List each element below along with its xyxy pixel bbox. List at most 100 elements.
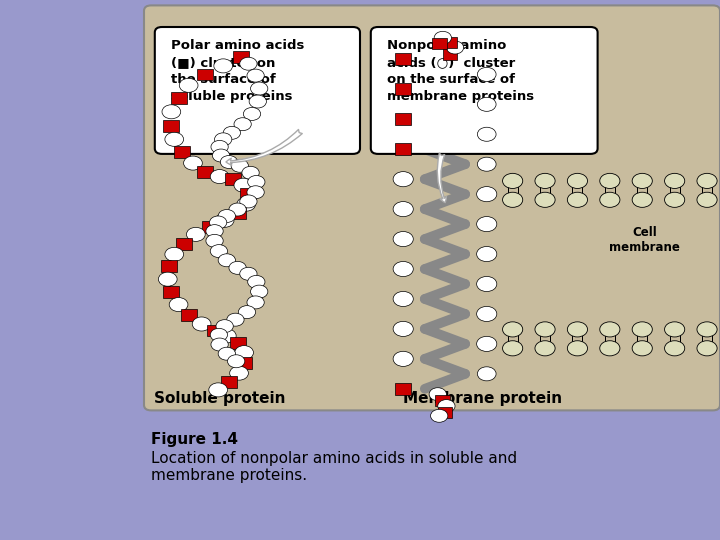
Bar (395, 53, 411, 65)
Circle shape (477, 157, 496, 171)
Circle shape (632, 341, 652, 356)
Circle shape (600, 192, 620, 207)
Circle shape (434, 31, 451, 44)
Circle shape (249, 95, 266, 108)
Circle shape (184, 156, 202, 170)
Circle shape (165, 247, 184, 261)
Circle shape (210, 245, 228, 258)
Bar (181, 309, 197, 321)
Circle shape (632, 173, 652, 188)
Bar (395, 143, 411, 155)
Circle shape (393, 201, 413, 217)
Circle shape (665, 341, 685, 356)
Circle shape (503, 322, 523, 337)
Circle shape (211, 140, 228, 153)
Bar (202, 221, 218, 233)
Circle shape (209, 383, 228, 397)
Bar (221, 376, 237, 388)
Text: Membrane protein: Membrane protein (402, 392, 562, 407)
Circle shape (223, 126, 240, 139)
Circle shape (429, 388, 446, 401)
Circle shape (477, 276, 497, 292)
Bar (225, 173, 240, 185)
Bar (174, 146, 190, 158)
Circle shape (215, 213, 234, 227)
Circle shape (165, 132, 184, 146)
Circle shape (251, 82, 268, 95)
Circle shape (477, 246, 497, 261)
Circle shape (248, 275, 265, 288)
Bar (236, 357, 252, 369)
Circle shape (665, 173, 685, 188)
Circle shape (567, 173, 588, 188)
Circle shape (216, 320, 233, 333)
Bar (171, 92, 186, 104)
Circle shape (212, 149, 230, 162)
Circle shape (600, 173, 620, 188)
Circle shape (238, 306, 256, 319)
Bar (395, 83, 411, 96)
Text: Nonpolar amino
acids (○)  cluster
on the surface of
membrane proteins: Nonpolar amino acids (○) cluster on the … (387, 39, 534, 104)
FancyBboxPatch shape (371, 27, 598, 154)
Circle shape (228, 355, 245, 368)
Bar (438, 407, 452, 417)
Text: Soluble protein: Soluble protein (154, 392, 285, 407)
Circle shape (632, 192, 652, 207)
Circle shape (247, 69, 264, 82)
Bar (176, 238, 192, 249)
Circle shape (229, 261, 246, 274)
Bar (197, 69, 213, 80)
Circle shape (206, 225, 223, 238)
Circle shape (231, 159, 248, 172)
Circle shape (393, 292, 413, 307)
Circle shape (215, 133, 232, 146)
Circle shape (248, 176, 265, 188)
Circle shape (158, 272, 177, 286)
Circle shape (211, 338, 228, 351)
Circle shape (665, 322, 685, 337)
Circle shape (162, 105, 181, 119)
Bar (443, 37, 457, 48)
Circle shape (503, 192, 523, 207)
Circle shape (240, 267, 257, 280)
Circle shape (535, 322, 555, 337)
Circle shape (697, 173, 717, 188)
Bar (233, 51, 249, 63)
Circle shape (477, 127, 496, 141)
Circle shape (247, 296, 264, 309)
Circle shape (567, 322, 588, 337)
Bar (395, 383, 411, 395)
Circle shape (567, 341, 588, 356)
Text: Figure 1.4: Figure 1.4 (151, 432, 238, 447)
Circle shape (477, 306, 497, 321)
Bar (230, 207, 246, 219)
Circle shape (218, 254, 235, 267)
Circle shape (503, 173, 523, 188)
Bar (161, 260, 177, 272)
Circle shape (477, 367, 496, 381)
Circle shape (477, 187, 497, 202)
Bar (230, 337, 246, 349)
Bar (443, 49, 457, 59)
Circle shape (477, 336, 497, 352)
Circle shape (192, 317, 211, 331)
Bar (163, 120, 179, 132)
Circle shape (240, 57, 257, 70)
Bar (197, 166, 213, 178)
Circle shape (535, 173, 555, 188)
Circle shape (179, 78, 198, 92)
Circle shape (393, 232, 413, 247)
Circle shape (234, 118, 251, 131)
FancyBboxPatch shape (155, 27, 360, 154)
Circle shape (503, 341, 523, 356)
Circle shape (186, 227, 205, 241)
Circle shape (243, 107, 261, 120)
Circle shape (210, 328, 228, 341)
Circle shape (237, 197, 256, 211)
Circle shape (210, 170, 229, 184)
Circle shape (220, 156, 238, 168)
Text: Polar amino acids
(■) cluster on
the surface of
soluble proteins: Polar amino acids (■) cluster on the sur… (171, 39, 304, 104)
Circle shape (697, 192, 717, 207)
Text: Location of nonpolar amino acids in soluble and
membrane proteins.: Location of nonpolar amino acids in solu… (151, 451, 518, 483)
FancyBboxPatch shape (144, 5, 720, 410)
